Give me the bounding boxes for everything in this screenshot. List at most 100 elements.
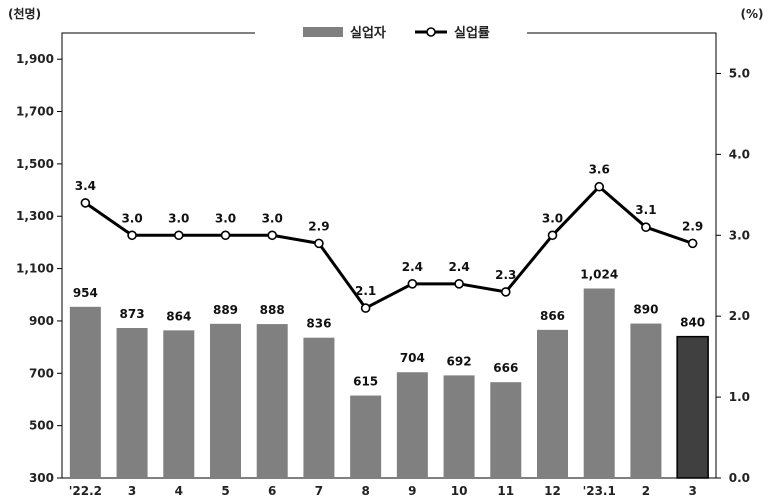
bar-series: 954 873 864 889 888 836 615 704 692 666 866 1,024 89…	[69, 267, 709, 479]
bar	[396, 372, 428, 478]
left-axis-unit: (천명)	[8, 6, 41, 21]
left-tick-label: 1,500	[16, 157, 54, 171]
rate-value-label: 3.1	[635, 203, 656, 217]
rate-value-label: 3.0	[262, 211, 283, 225]
rate-point	[454, 279, 464, 289]
x-tick-label: 6	[268, 484, 276, 498]
bar-value-label: 888	[260, 303, 285, 317]
rate-point	[500, 287, 511, 297]
line-series: 3.4 3.0 3.0 3.0 3.0 2.9 2.1 2.4 2.4 2.3 3.0 3.6 3.1 2…	[75, 163, 703, 313]
right-tick-label: 0.0	[729, 471, 750, 485]
bar	[69, 306, 101, 478]
bar-value-label: 954	[73, 286, 98, 300]
right-tick-label: 5.0	[729, 66, 750, 80]
bar-value-label: 866	[540, 309, 565, 323]
plot-area-border	[61, 32, 717, 479]
x-tick-label: 11	[497, 484, 514, 498]
bar	[350, 395, 382, 478]
legend: 실업자 실업률	[255, 22, 527, 42]
bar-value-label: 692	[447, 354, 472, 368]
rate-value-label: 2.3	[495, 268, 516, 282]
rate-value-label: 2.4	[402, 260, 423, 274]
rate-value-label: 3.4	[75, 179, 96, 193]
rate-line	[84, 185, 694, 310]
bar-value-label: 1,024	[580, 267, 618, 281]
bar-value-label: 704	[400, 351, 425, 365]
legend-bar-label: 실업자	[350, 25, 386, 41]
x-axis: '22.2 3 4 5 6 7 8 9 10 11 12 '23.1 2 3	[69, 484, 697, 498]
right-axis: 0.0 1.0 2.0 3.0 4.0 5.0	[716, 66, 750, 485]
legend-bar-swatch	[303, 27, 343, 37]
x-tick-label: 12	[544, 484, 561, 498]
bar-value-label: 836	[306, 317, 331, 331]
left-tick-label: 900	[29, 314, 54, 328]
x-tick-label: 10	[451, 484, 468, 498]
bar	[443, 375, 475, 478]
bar-value-label: 890	[633, 303, 658, 317]
x-tick-label: '23.1	[583, 484, 616, 498]
rate-point	[360, 303, 371, 313]
rate-point	[594, 181, 605, 192]
bar	[490, 382, 522, 478]
x-tick-label: 9	[408, 484, 416, 498]
bar-value-label: 666	[493, 361, 518, 375]
right-tick-label: 2.0	[729, 309, 750, 323]
rate-value-label: 2.9	[308, 219, 329, 233]
x-tick-label: 3	[128, 484, 136, 498]
rate-point	[267, 230, 278, 241]
rate-value-label: 3.0	[542, 211, 563, 225]
left-tick-label: 300	[29, 471, 54, 485]
left-tick-label: 1,900	[16, 52, 54, 66]
rate-point	[314, 238, 324, 249]
bar-value-label: 840	[680, 316, 705, 330]
left-axis: 300 500 700 900 1,100 1,300 1,500 1,700 1,900	[16, 52, 62, 485]
rate-value-label: 2.9	[682, 219, 703, 233]
bar	[256, 324, 288, 478]
bar-value-label: 864	[166, 309, 191, 323]
bar	[537, 329, 568, 478]
left-tick-label: 1,100	[16, 262, 54, 276]
rate-point	[127, 230, 137, 241]
rate-value-label: 3.0	[121, 211, 142, 225]
rate-value-label: 2.1	[355, 284, 376, 298]
rate-point	[547, 230, 558, 241]
left-tick-label: 500	[29, 419, 54, 433]
right-tick-label: 4.0	[729, 147, 750, 161]
bar	[676, 335, 709, 479]
x-tick-label: 8	[361, 484, 369, 498]
rate-value-label: 3.0	[168, 211, 189, 225]
x-tick-label: 2	[642, 484, 650, 498]
right-tick-label: 1.0	[729, 390, 750, 404]
bar	[630, 323, 662, 478]
x-tick-label: 4	[175, 484, 183, 498]
right-tick-label: 3.0	[729, 228, 750, 242]
rate-value-label: 2.4	[448, 260, 469, 274]
rate-point	[687, 238, 698, 249]
bar	[583, 288, 615, 478]
plot-frame	[61, 32, 717, 479]
rate-point	[641, 222, 651, 232]
left-tick-label: 1,700	[16, 105, 54, 119]
left-tick-label: 700	[29, 366, 54, 380]
rate-value-label: 3.0	[215, 211, 236, 225]
legend-line-marker	[426, 27, 436, 37]
x-tick-label: 5	[221, 484, 229, 498]
rate-point	[220, 230, 231, 241]
x-tick-label: 7	[315, 484, 323, 498]
right-axis-unit: (%)	[741, 7, 764, 21]
legend-line-label: 실업률	[454, 25, 490, 41]
x-tick-label: '22.2	[69, 484, 102, 498]
bar	[303, 337, 335, 478]
rate-value-label: 3.6	[589, 163, 610, 177]
bar-value-label: 615	[353, 375, 378, 389]
left-tick-label: 1,300	[16, 209, 54, 223]
rate-point	[80, 198, 91, 208]
rate-point	[407, 279, 418, 289]
x-tick-label: 3	[688, 484, 696, 498]
bar	[163, 330, 195, 478]
bar	[210, 323, 241, 478]
bar-value-label: 873	[120, 307, 145, 321]
bar-value-label: 889	[213, 303, 238, 317]
